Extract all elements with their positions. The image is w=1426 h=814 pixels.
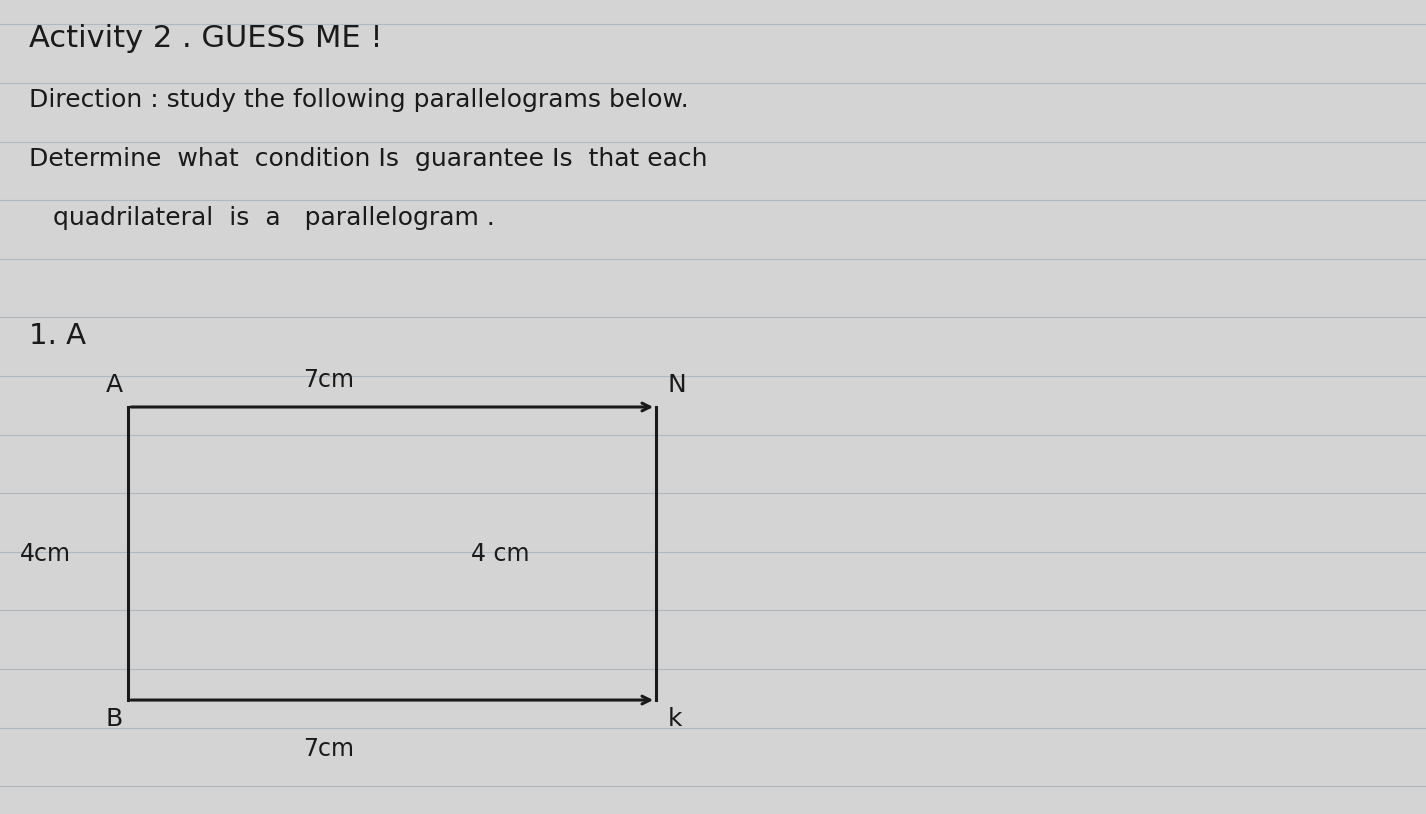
Text: 7cm: 7cm — [304, 369, 354, 392]
Text: 7cm: 7cm — [304, 737, 354, 760]
Text: k: k — [667, 707, 682, 730]
Text: 1. A: 1. A — [29, 322, 86, 350]
Text: Direction : study the following parallelograms below.: Direction : study the following parallel… — [29, 89, 689, 112]
Text: 4cm: 4cm — [20, 541, 71, 566]
Text: N: N — [667, 374, 686, 397]
Text: Activity 2 . GUESS ME !: Activity 2 . GUESS ME ! — [29, 24, 382, 53]
Text: 4 cm: 4 cm — [471, 541, 530, 566]
Text: A: A — [106, 374, 123, 397]
Text: quadrilateral  is  a   parallelogram .: quadrilateral is a parallelogram . — [29, 206, 495, 230]
Text: Determine  what  condition Is  guarantee Is  that each: Determine what condition Is guarantee Is… — [29, 147, 707, 171]
Text: B: B — [106, 707, 123, 730]
